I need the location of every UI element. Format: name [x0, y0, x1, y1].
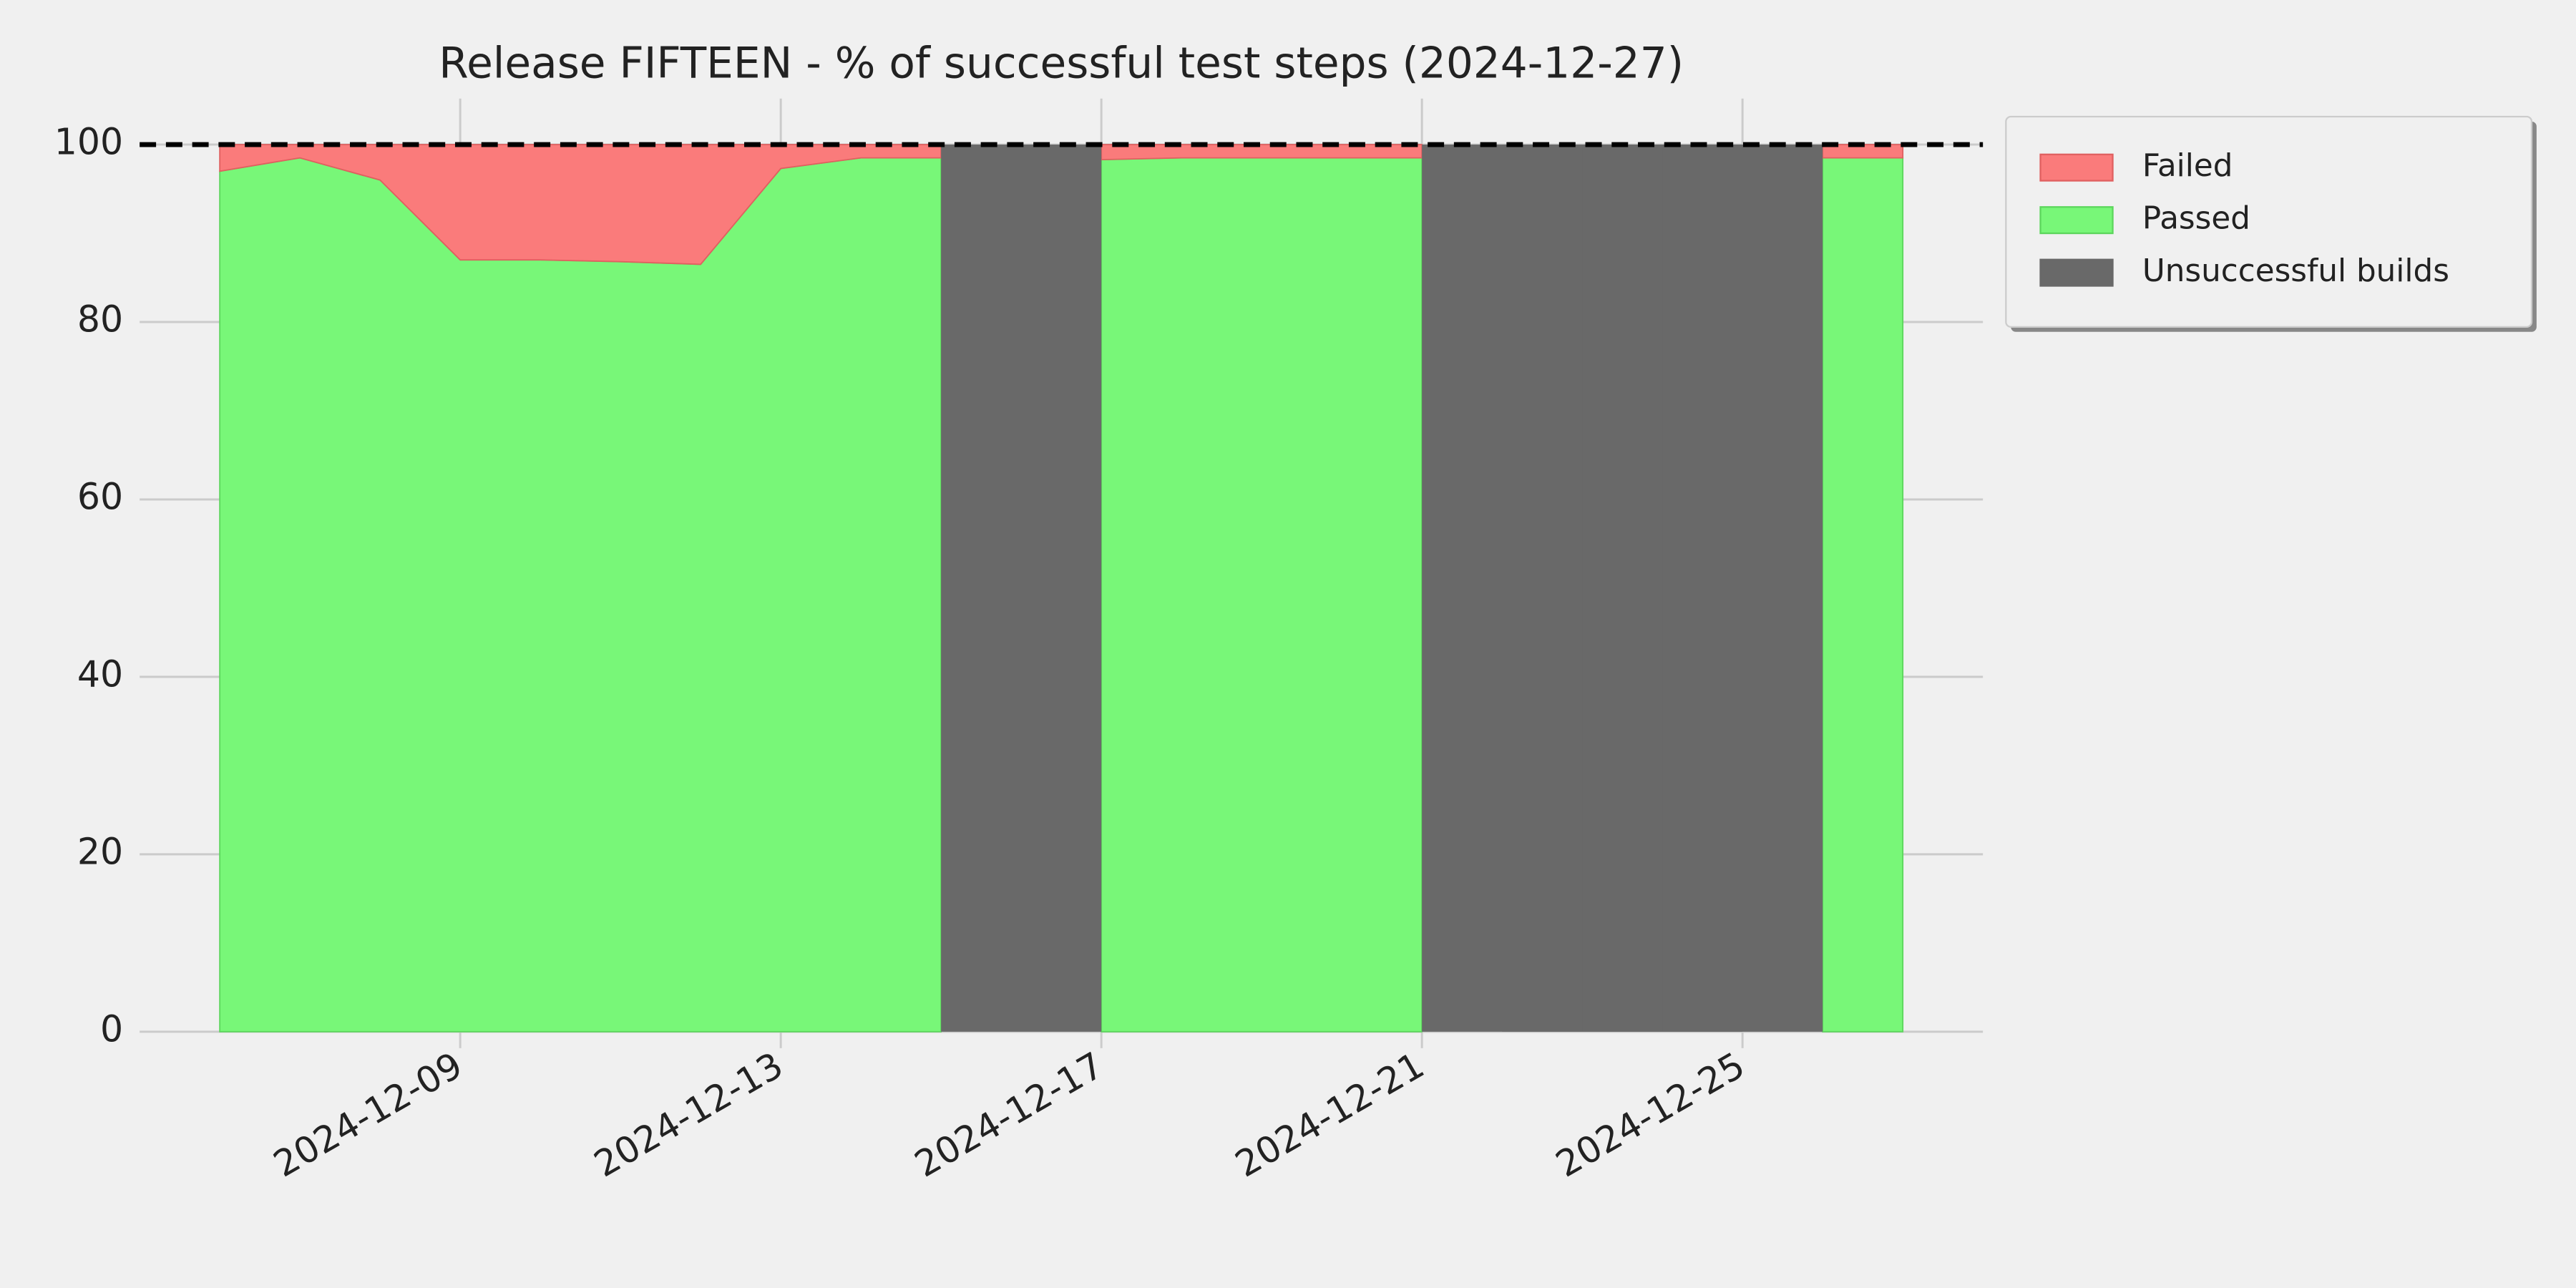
unsuccessful-build	[1662, 145, 1823, 1032]
legend-label: Failed	[2142, 148, 2233, 184]
chart-title: Release FIFTEEN - % of successful test s…	[439, 39, 1684, 88]
y-tick-label: 40	[77, 653, 123, 695]
y-tick-label: 60	[77, 475, 123, 517]
legend: Failed Passed Unsuccessful builds	[2005, 115, 2537, 332]
y-tick-label: 100	[54, 121, 123, 163]
x-tick-label: 2024-12-13	[587, 1044, 790, 1186]
y-tick-label: 0	[100, 1008, 123, 1050]
x-tick-label: 2024-12-25	[1548, 1044, 1752, 1186]
legend-swatch	[2039, 258, 2114, 287]
legend-label: Unsuccessful builds	[2142, 253, 2449, 289]
x-tick-label: 2024-12-21	[1228, 1044, 1431, 1186]
data-layer	[219, 144, 1904, 1033]
passed-area	[219, 157, 942, 1033]
legend-swatch	[2039, 206, 2114, 235]
legend-swatch	[2039, 153, 2114, 182]
unsuccessful-build	[941, 145, 1102, 1032]
legend-box	[2005, 115, 2533, 328]
passed-area	[1101, 157, 1423, 1033]
legend-label: Passed	[2142, 201, 2250, 237]
x-tick-label: 2024-12-09	[266, 1044, 469, 1186]
passed-area	[1822, 157, 1904, 1033]
y-tick-label: 80	[77, 298, 123, 341]
y-tick-label: 20	[77, 830, 123, 872]
x-tick-label: 2024-12-17	[907, 1044, 1111, 1186]
